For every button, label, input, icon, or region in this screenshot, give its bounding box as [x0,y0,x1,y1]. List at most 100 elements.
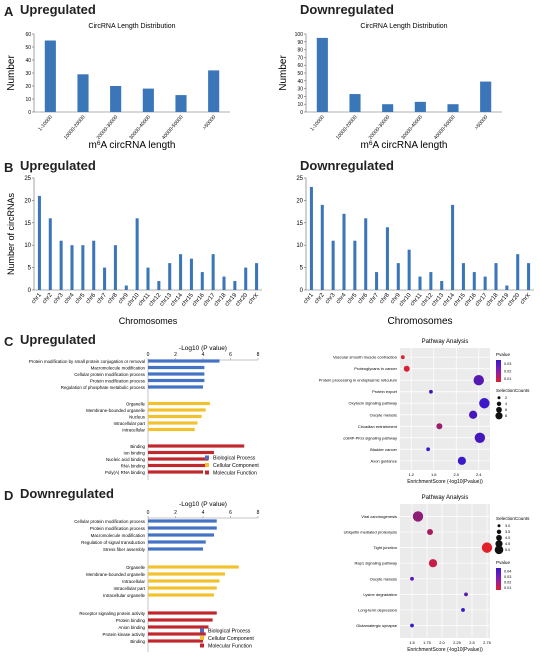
go-bar-10 [148,427,195,432]
pathway-bubble-2 [403,365,410,372]
bar-chr20 [244,267,248,290]
go-term-label: Protein modification by small protein co… [29,359,145,364]
bar-chr18 [222,276,226,290]
bar-chr7 [103,267,107,290]
pathway-label: Glutamatergic synapse [356,623,398,628]
go-term-label: Stress fiber assembly [103,547,146,552]
go-term-label: Intracellular [122,579,145,584]
go-term-label: Regulation of phosphate metabolic proces… [61,385,146,390]
y-tick-label: 10 [25,97,31,103]
go-term-label: Ion binding [124,450,146,455]
go-term-label: Poly(A) RNA binding [105,470,146,475]
pathway-bubble-2 [427,529,433,536]
legend-size-dot [495,412,503,420]
bar-10000-20000 [77,74,89,112]
x-tick-label: 1-10000 [309,114,326,132]
go-bar-14 [148,463,208,468]
pathway-label: Vascular smooth muscle contraction [333,355,397,360]
legend-size-dot [497,524,501,528]
heading-a-up: Upregulated [20,2,96,17]
pathway-label: Tight junction [373,545,397,550]
y-tick-label: 80 [297,48,303,54]
x-axis-label: -Log10 (P value) [179,501,227,508]
go-bar-4 [148,540,206,544]
y-tick-label: 30 [25,71,31,77]
bar-chr9 [124,285,128,290]
x-tick-label: chr2 [42,292,55,305]
legend-tick: 0.03 [504,362,511,366]
pathway-bubble-1 [412,511,424,522]
bar-chr10 [135,218,139,290]
go-bar-11 [148,611,217,615]
bar->50000 [480,81,492,112]
y-tick-label: 10 [297,102,303,108]
bar-chr12 [429,272,433,290]
y-tick-label: 15 [24,221,31,227]
go-bar-5 [148,385,203,389]
y-tick-label: 25 [296,176,303,182]
y-tick-label: 100 [295,32,304,38]
x-tick-label: 8 [257,510,260,516]
pathway-bubble-6 [464,592,468,597]
go-term-label: Intracellular part [114,586,146,591]
go-bar-7 [148,572,225,576]
legend-tick: 3.5 [505,530,510,534]
pathway-label: Protein export [372,389,398,394]
bar-chr3 [331,240,335,290]
heading-b-down: Downregulated [300,158,394,173]
legend-tick: 8 [505,414,507,418]
go-term-label: Binding [130,444,145,449]
pathway-label: Bladder cancer [370,447,398,452]
legend-label: Cellular Component [213,463,259,469]
legend-size-dot [496,401,502,406]
y-tick-label: 90 [297,40,303,46]
go-term-label: Membrane-bounded organelle [86,572,145,577]
x-tick-label: 4 [202,352,205,358]
heading-d-down: Downregulated [20,486,114,501]
x-tick-label: chr20 [235,292,250,308]
go-term-label: Organelle [126,401,146,406]
x-tick-label: 40000-50000 [433,114,457,141]
legend-swatch [200,643,204,648]
y-tick-label: 20 [24,198,31,204]
bar-20000-30000 [382,104,394,112]
x-tick-label: chr4 [335,292,348,305]
go-term-label: Regulation of signal transduction [81,540,145,545]
y-tick-label: 50 [25,45,31,51]
legend-size-dot [494,545,504,555]
x-axis-label: EnrichmentScore (-log10(Pvalue)) [407,647,483,653]
legend-tick: 6 [505,408,507,412]
legend-tick: 4.0 [505,536,510,540]
bar-chr4 [70,245,74,290]
bar-chr12 [157,281,161,290]
y-tick-label: 5 [300,266,304,272]
go-term-label: Protein modification process [90,378,146,383]
x-axis-label: EnrichmentScore (-log10(Pvalue)) [407,479,483,485]
chart-c-go: -Log10 (P value) 0 2 4 6 8 Protein modificatio… [29,345,260,480]
pathway-label: Circadian entrainment [358,424,398,429]
pathway-label: Oocyte meiosis [370,412,397,417]
pathway-bubble-5 [479,398,490,409]
bar-chr17 [211,254,215,290]
legend-size-dot [496,534,502,541]
panel-letter-d: D [4,488,14,503]
legend-label: Biological Process [213,456,256,462]
x-tick-label: 1.6 [431,472,437,477]
y-tick-label: 0 [300,288,304,294]
legend-label: Molecular Function [208,644,252,650]
y-tick-label: 0 [28,288,32,294]
chart-title: Pathway Analysis [422,495,469,501]
x-tick-label: 2.4 [476,472,482,477]
y-tick-label: 0 [28,110,31,116]
go-bar-6 [148,565,239,569]
go-term-label: Macromolecule modification [91,365,146,370]
bar-chr14 [179,254,183,290]
chart-title: Pathway Analysis [422,339,469,345]
legend-label: Cellular Component [208,636,254,642]
pathway-label: Viral carcinogenesis [361,514,397,519]
bar-chr15 [189,258,193,290]
x-tick-label: 1.75 [423,640,432,645]
bar-chrX [255,263,259,290]
legend-swatch [205,470,209,475]
